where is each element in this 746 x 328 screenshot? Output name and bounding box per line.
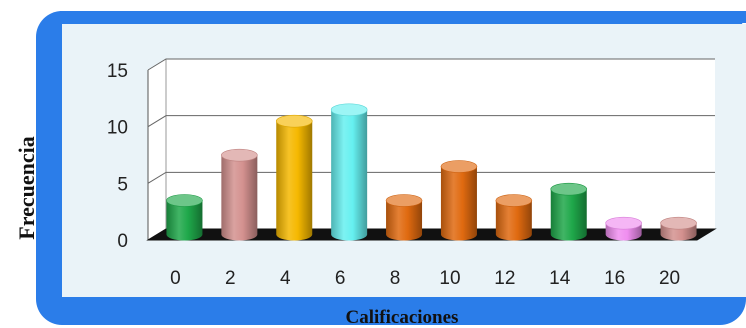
bar-top-12 — [495, 194, 533, 207]
plot-area: 0 5 10 15 0 2 4 6 8 10 12 14 16 20 — [107, 58, 717, 289]
y-tick-label: 5 — [117, 174, 128, 195]
bar-10 — [440, 166, 477, 241]
y-tick-label: 10 — [107, 118, 128, 139]
bar-2 — [221, 155, 258, 241]
bar-14 — [550, 189, 587, 241]
y-tick-label: 15 — [107, 61, 128, 82]
x-tick-label: 8 — [390, 268, 401, 289]
bar-top-14 — [550, 182, 588, 196]
x-tick-label: 6 — [335, 268, 346, 289]
gridline — [147, 58, 715, 71]
bar-top-10 — [440, 160, 478, 173]
x-tick-label: 10 — [439, 268, 460, 289]
x-tick-label: 2 — [225, 268, 236, 289]
bar-top-2 — [221, 148, 258, 162]
gridline — [147, 171, 715, 184]
bar-top-16 — [605, 216, 642, 230]
bar-8 — [386, 200, 423, 241]
bar-top-20 — [660, 216, 697, 230]
x-axis-title: Calificaciones — [346, 307, 459, 328]
y-axis-title: Frecuencia — [14, 136, 39, 239]
outer-frame-top-edge — [60, 11, 746, 23]
bar-0 — [166, 200, 203, 241]
x-tick-label: 16 — [604, 268, 625, 289]
bar-top-4 — [275, 114, 313, 128]
x-tick-label: 14 — [549, 268, 571, 289]
bar-top-0 — [166, 194, 203, 207]
x-tick-label: 12 — [494, 268, 515, 289]
bar-6 — [331, 109, 368, 241]
x-tick-label: 4 — [280, 268, 291, 289]
bar-top-6 — [330, 103, 368, 117]
bar-12 — [495, 200, 532, 241]
x-tick-label: 0 — [170, 268, 181, 289]
bar-top-8 — [385, 194, 423, 207]
bar-4 — [276, 121, 313, 241]
x-tick-label: 20 — [659, 268, 680, 289]
gridline — [147, 115, 715, 128]
y-tick-label: 0 — [117, 231, 128, 252]
